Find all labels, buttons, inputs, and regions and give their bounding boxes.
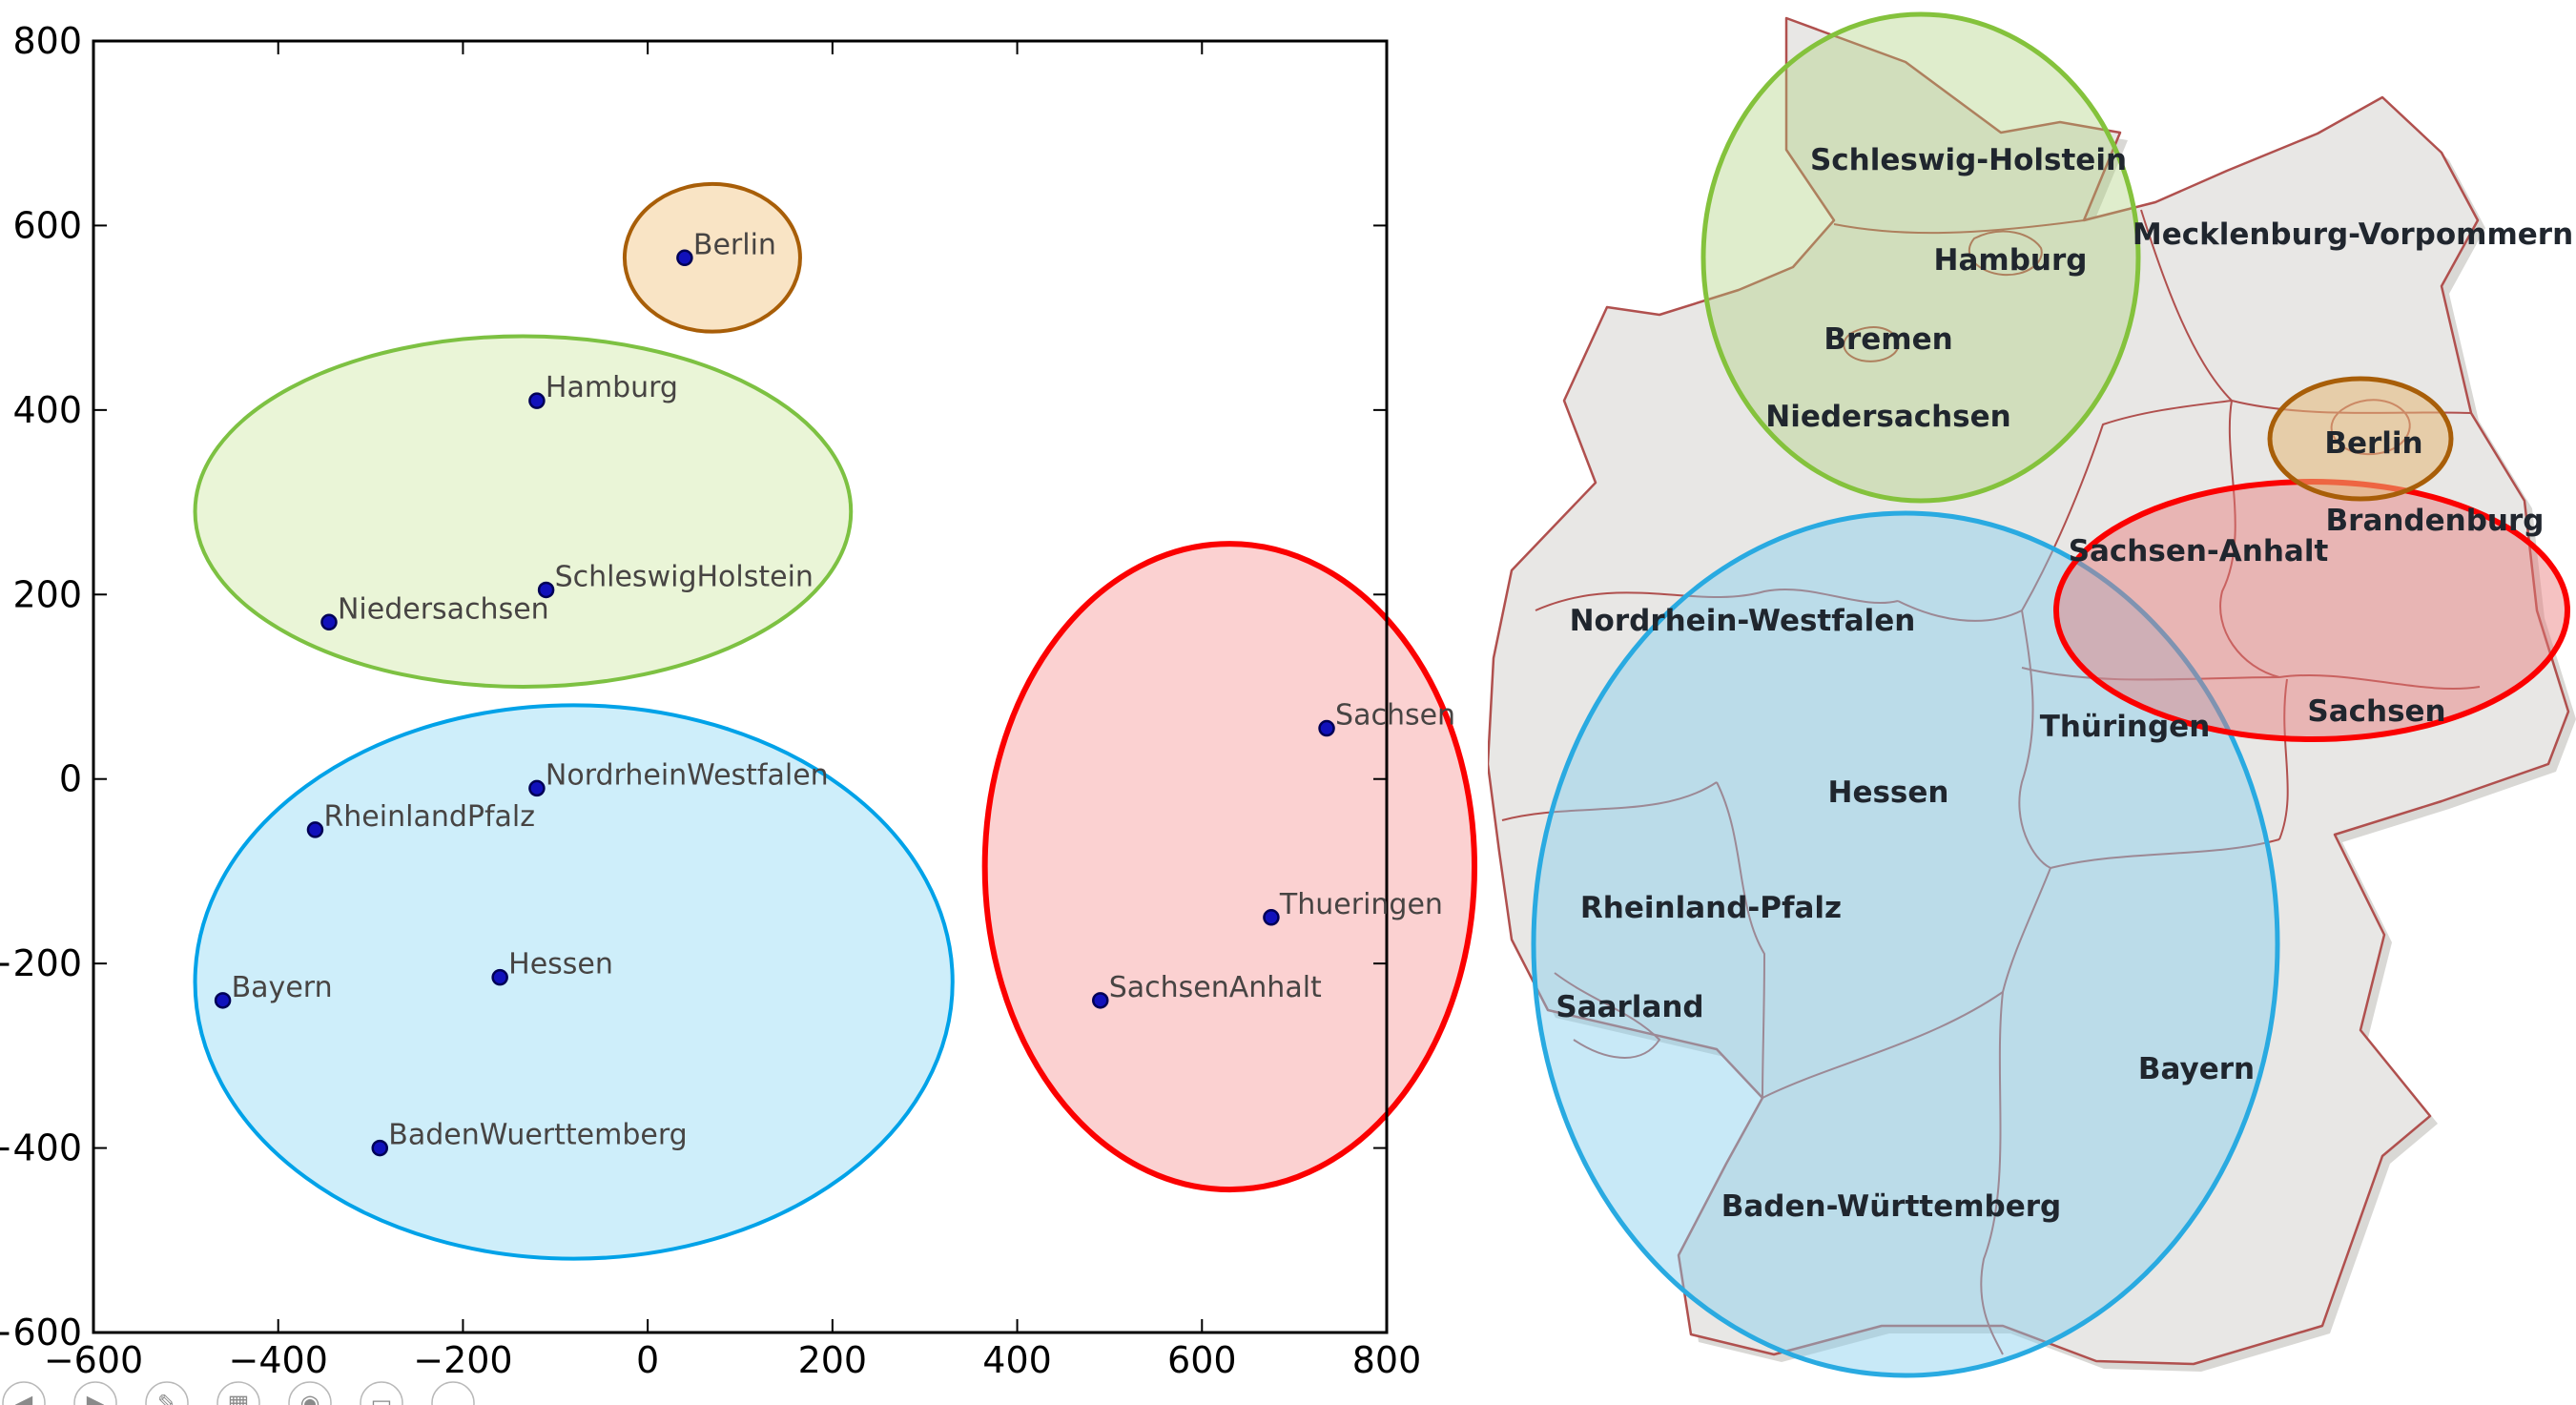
map-cluster-ellipses-layer — [1531, 11, 2570, 1378]
y-tick-label: −600 — [0, 1312, 82, 1353]
map-label-thueringen: Thüringen — [2040, 710, 2211, 744]
zoom-button-circle[interactable] — [288, 1381, 332, 1405]
cluster-ellipse-berlin — [622, 181, 802, 334]
save-button-circle[interactable] — [360, 1381, 403, 1405]
map-label-niedersachsen: Niedersachsen — [1765, 400, 2010, 434]
layout-button-icon: ▦ — [228, 1390, 250, 1405]
data-point-niedersachsen — [320, 613, 338, 631]
state-borders — [1501, 209, 2481, 1355]
x-tick-label: 600 — [1167, 1339, 1237, 1381]
map-labels-layer: Schleswig-Holstein Hamburg Mecklenburg-Vor… — [1556, 143, 2573, 1224]
data-point-label: SchleswigHolstein — [555, 560, 814, 593]
edit-button[interactable]: ✎ — [145, 1381, 189, 1405]
cluster-ellipse-east — [981, 541, 1478, 1193]
map-label-rheinland-pfalz: Rheinland-Pfalz — [1580, 891, 1842, 925]
data-point-label: Berlin — [693, 228, 776, 261]
data-point-hamburg — [528, 392, 546, 409]
map-ellipse-berlin-cluster — [2267, 376, 2454, 502]
data-point-hessen — [491, 968, 508, 986]
map-label-hamburg: Hamburg — [1934, 243, 2088, 278]
plot-axes: −600 −400 −200 0 200 400 600 800 −600 −400 −200 0 20… — [0, 20, 1421, 1381]
y-tick-label: 200 — [12, 573, 82, 615]
cluster-ellipse-north — [193, 334, 854, 689]
map-label-baden-wuerttemberg: Baden-Württemberg — [1721, 1189, 2062, 1224]
layout-button-circle[interactable] — [216, 1381, 260, 1405]
forward-button-circle[interactable] — [73, 1381, 117, 1405]
map-ellipse-north-cluster — [1700, 11, 2141, 504]
x-tick-label: 0 — [636, 1339, 659, 1381]
data-point-label: Sachsen — [1335, 699, 1455, 733]
zoom-button-icon: ◉ — [300, 1390, 320, 1405]
edit-button-circle[interactable] — [145, 1381, 189, 1405]
data-point-label: Hessen — [508, 948, 613, 981]
map-label-schleswig-holstein: Schleswig-Holstein — [1810, 143, 2127, 177]
map-label-mecklenburg-vorpommern: Mecklenburg-Vorpommern — [2133, 217, 2573, 252]
y-tick-label: −200 — [0, 942, 82, 984]
plot-frame — [92, 39, 1389, 1334]
map-ellipse-west-south-cluster — [1531, 510, 2280, 1378]
extra-button-circle[interactable] — [431, 1381, 475, 1405]
forward-button[interactable]: ▶ — [73, 1381, 117, 1405]
layout-button[interactable]: ▦ — [216, 1381, 260, 1405]
germany-outline — [1488, 16, 2570, 1366]
data-point-thueringen — [1263, 909, 1280, 926]
data-point-label: RheinlandPfalz — [323, 800, 535, 834]
germany-map-panel: Schleswig-Holstein Hamburg Mecklenburg-Vor… — [1488, 11, 2576, 1378]
map-label-brandenburg: Brandenburg — [2326, 504, 2545, 538]
map-label-sachsen: Sachsen — [2307, 694, 2445, 729]
save-button-icon: ▭ — [371, 1390, 393, 1405]
y-tick-label: 0 — [59, 758, 82, 800]
map-label-bayern: Bayern — [2138, 1052, 2255, 1086]
data-point-label: Bayern — [232, 971, 333, 1004]
map-label-bremen: Bremen — [1824, 322, 1952, 357]
data-point-bayern — [214, 992, 232, 1009]
x-tick-label: −600 — [44, 1339, 143, 1381]
cluster-ellipse-west-south — [193, 703, 955, 1261]
data-point-sachsen — [1318, 719, 1335, 737]
map-label-hessen: Hessen — [1828, 775, 1949, 810]
map-label-sachsen-anhalt: Sachsen-Anhalt — [2069, 534, 2329, 568]
cluster-ellipses-layer — [193, 181, 1478, 1261]
map-label-nordrhein-westfalen: Nordrhein-Westfalen — [1570, 604, 1916, 638]
x-tick-label: −400 — [229, 1339, 328, 1381]
back-button[interactable]: ◀ — [2, 1381, 46, 1405]
save-button[interactable]: ▭ — [360, 1381, 403, 1405]
data-point-label: Thueringen — [1279, 888, 1443, 921]
data-point-label: Hamburg — [546, 371, 678, 404]
data-point-sachsenanhalt — [1091, 992, 1109, 1009]
zoom-button[interactable]: ◉ — [288, 1381, 332, 1405]
scatter-plot-panel: −600 −400 −200 0 200 400 600 800 −600 −400 −200 0 20… — [0, 20, 1478, 1405]
data-point-nordrheinwestfalen — [528, 779, 546, 797]
x-tick-label: 800 — [1352, 1339, 1422, 1381]
data-point-badenwuerttemberg — [371, 1139, 389, 1157]
plot-toolbar: ◀ ▶ ✎ ▦ ◉ ▭ — [2, 1381, 475, 1405]
map-label-berlin: Berlin — [2324, 426, 2422, 461]
back-button-icon: ◀ — [15, 1390, 33, 1405]
x-tick-label: 400 — [982, 1339, 1052, 1381]
data-points-layer: Berlin Hamburg SchleswigHolsteinNiedersach… — [214, 228, 1455, 1157]
map-label-saarland: Saarland — [1556, 990, 1703, 1024]
edit-button-icon: ✎ — [157, 1390, 176, 1405]
y-tick-label: −400 — [0, 1127, 82, 1169]
data-point-schleswigholstein — [537, 581, 555, 599]
data-point-label: Niedersachsen — [338, 592, 549, 626]
forward-button-icon: ▶ — [87, 1390, 105, 1405]
data-point-rheinlandpfalz — [306, 821, 324, 838]
extra-button[interactable] — [431, 1381, 475, 1405]
data-point-label: BadenWuerttemberg — [388, 1119, 687, 1152]
y-tick-label: 400 — [12, 389, 82, 431]
y-tick-label: 800 — [12, 20, 82, 62]
data-point-label: NordrheinWestfalen — [546, 758, 829, 792]
x-tick-label: 200 — [798, 1339, 868, 1381]
back-button-circle[interactable] — [2, 1381, 46, 1405]
y-tick-label: 600 — [12, 204, 82, 246]
data-point-berlin — [676, 249, 693, 267]
x-tick-label: −200 — [413, 1339, 512, 1381]
data-point-label: SachsenAnhalt — [1109, 971, 1322, 1004]
